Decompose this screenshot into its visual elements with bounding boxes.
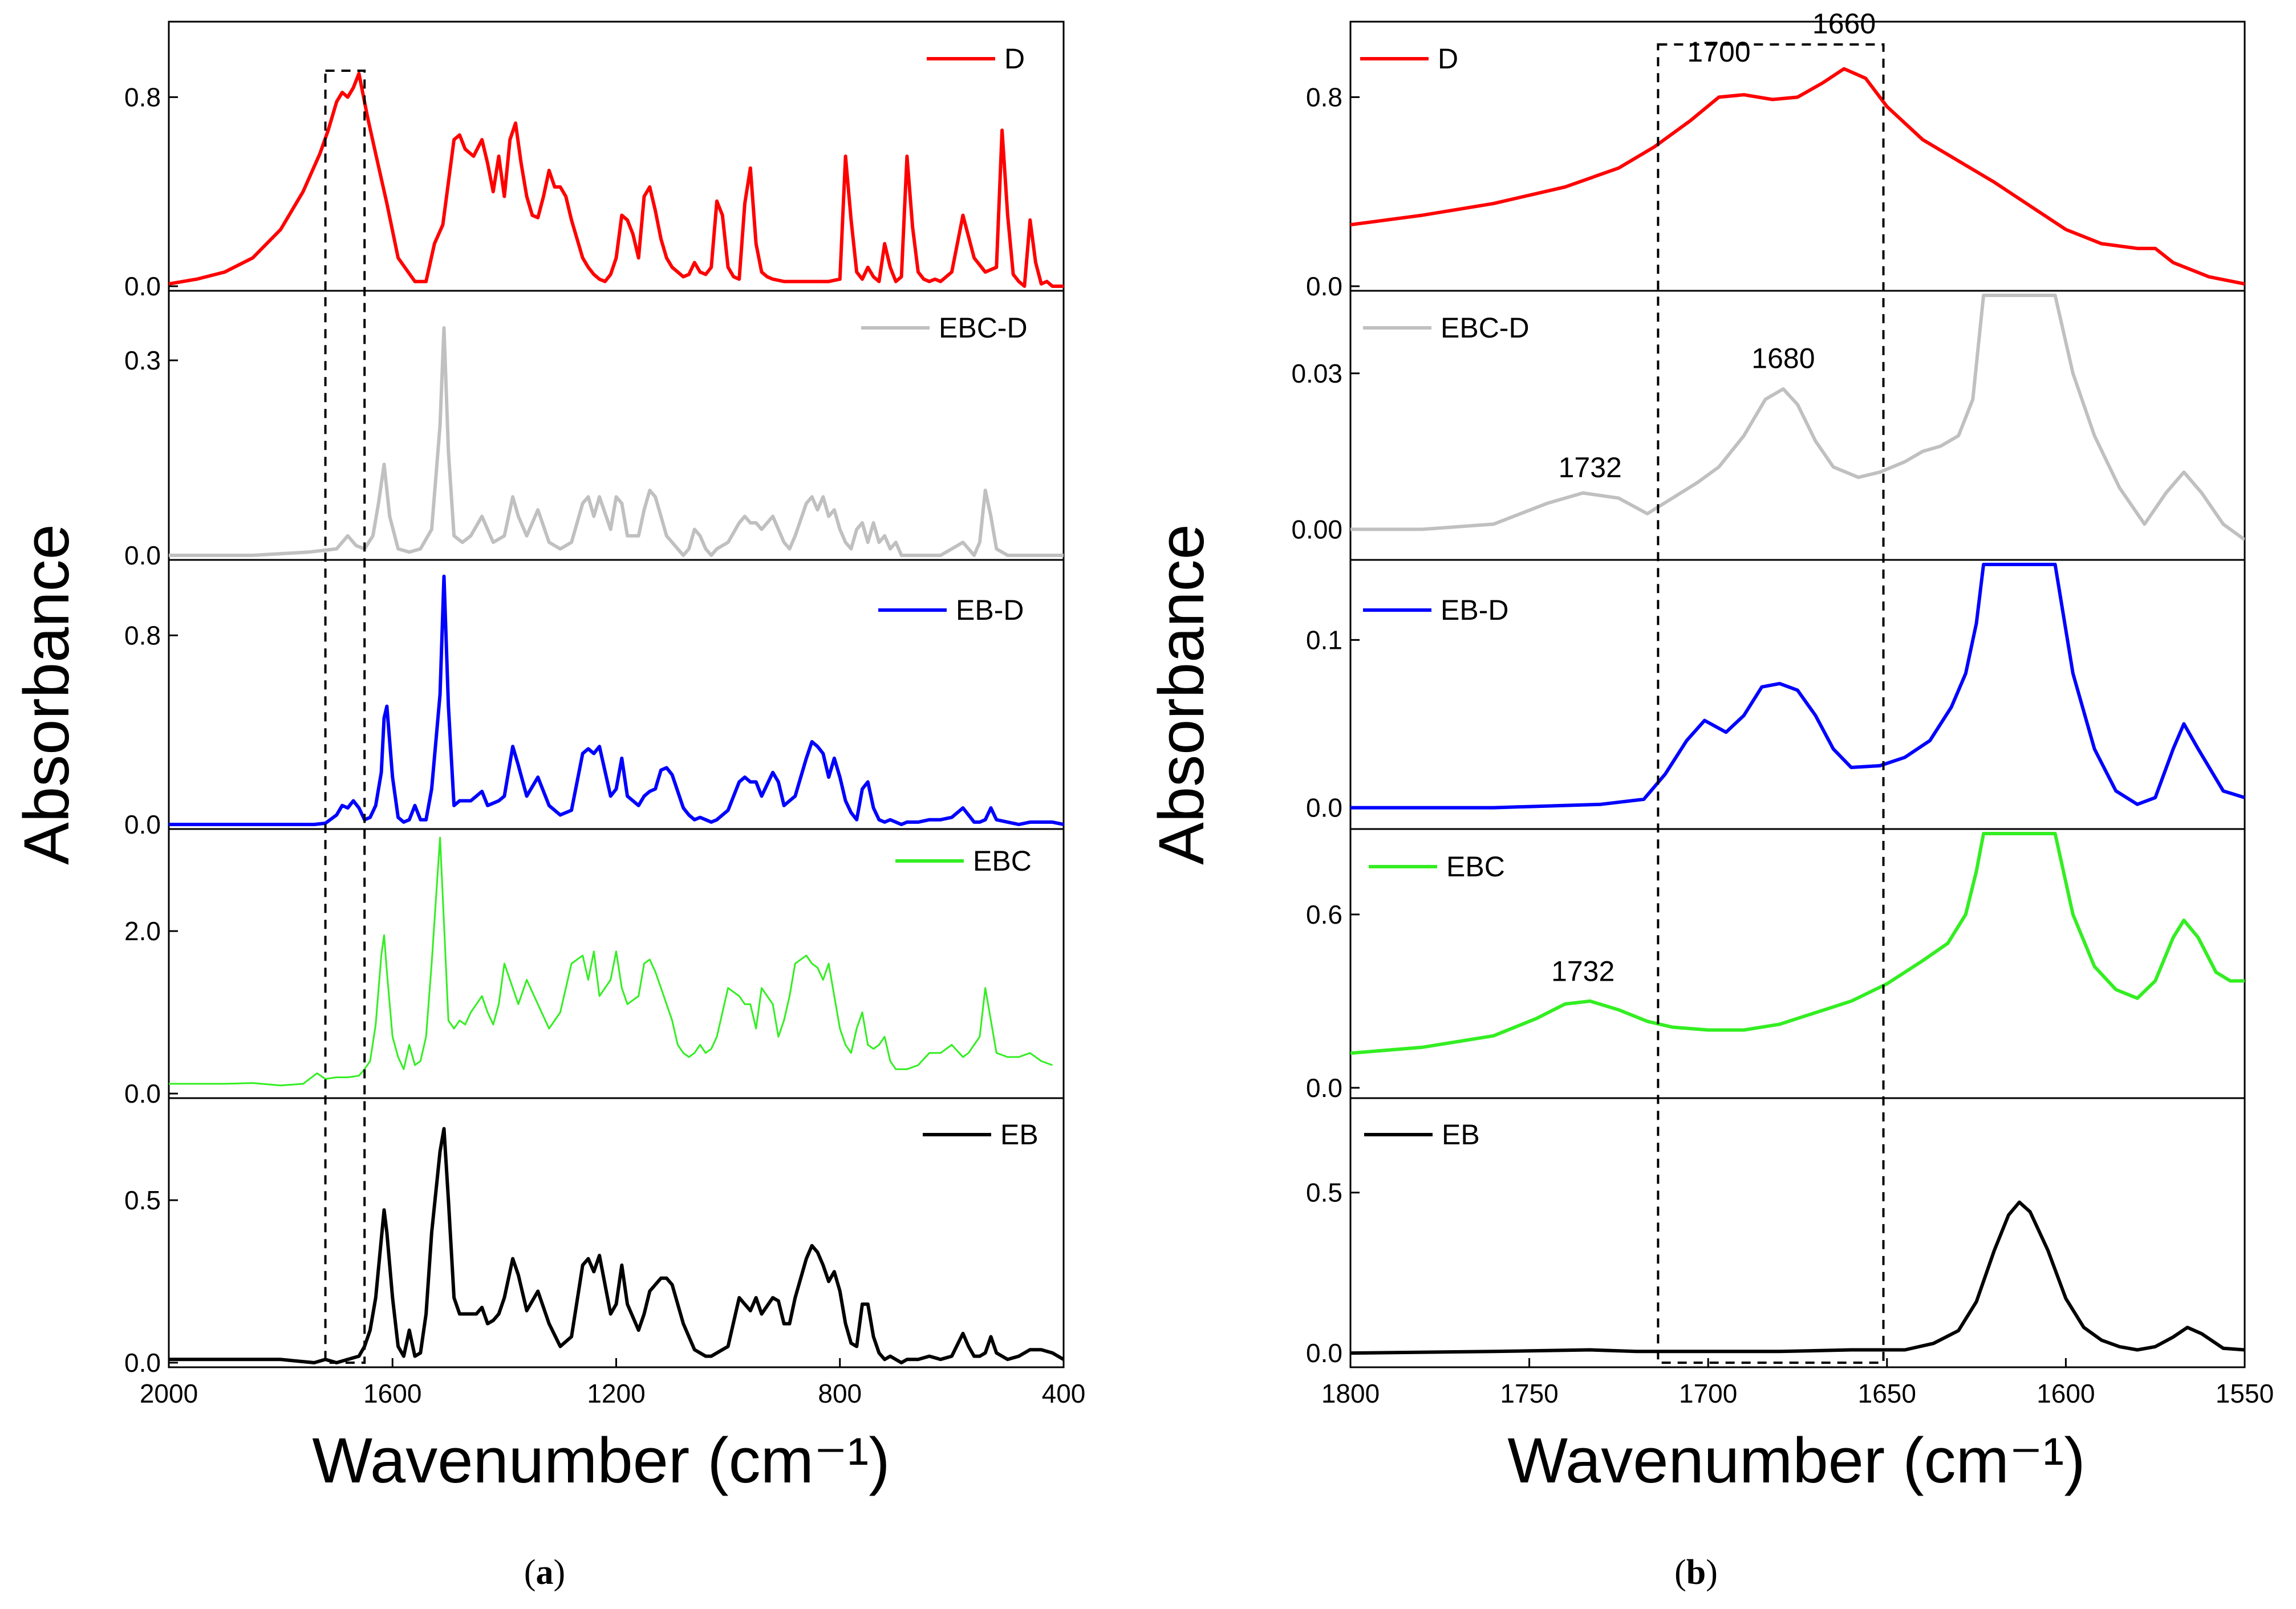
- x-tick-label: 1650: [1858, 1379, 1916, 1408]
- caption-a: (a): [524, 1553, 565, 1592]
- y-tick-label: 0.03: [1291, 359, 1342, 388]
- peak-annotation: 1660: [1812, 7, 1876, 39]
- legend-label: EBC-D: [939, 312, 1028, 344]
- panel-ebc: 0.0 0.6 EBC 1732: [1306, 828, 2246, 1103]
- series-line-eb: [169, 1127, 1064, 1364]
- panel-eb-d: 0.0 0.8 EB-D: [124, 559, 1065, 839]
- legend-label: D: [1004, 43, 1025, 75]
- y-tick-label: 0.00: [1291, 514, 1342, 544]
- y-axis-title: Absorbance: [11, 524, 82, 865]
- panel-d: 0.0 0.8 D: [124, 21, 1065, 301]
- panel-frame: [168, 290, 1065, 561]
- y-tick-label: 0.0: [1306, 1338, 1342, 1368]
- y-tick-label: 0.8: [124, 82, 161, 112]
- legend-label: EB-D: [1441, 594, 1508, 626]
- legend-label: D: [1438, 43, 1458, 75]
- y-tick-label: 0.5: [124, 1185, 161, 1215]
- y-tick-label: 0.3: [124, 346, 161, 375]
- caption-b: (b): [1674, 1553, 1718, 1592]
- y-tick-label: 0.5: [1306, 1178, 1342, 1208]
- x-tick-label: 2000: [140, 1379, 198, 1408]
- x-tick-label: 1550: [2216, 1379, 2274, 1408]
- series-line-d: [1350, 67, 2245, 286]
- peak-annotation: 1700: [1687, 36, 1750, 68]
- panel-eb: 0.0 0.5 EB: [1306, 1097, 2246, 1368]
- peak-annotation: 1680: [1751, 343, 1815, 375]
- y-tick-label: 0.0: [1306, 793, 1342, 823]
- y-tick-label: 0.0: [124, 810, 161, 839]
- y-tick-label: 0.0: [124, 271, 161, 301]
- x-axis-title: Wavenumber (cm⁻¹): [1507, 1425, 2085, 1496]
- y-tick-label: 0.0: [124, 1348, 161, 1378]
- legend-label: EB: [1442, 1119, 1480, 1151]
- panel-frame: [1349, 1097, 2246, 1368]
- series-line-d: [169, 71, 1064, 288]
- panel-frame: [168, 828, 1065, 1099]
- y-tick-label: 0.0: [1306, 271, 1342, 301]
- series-line-ebc-d: [1350, 294, 2245, 542]
- panel-ebc: 0.0 2.0 EBC: [124, 828, 1065, 1108]
- panel-frame: [1349, 21, 2246, 292]
- x-tick-label: 400: [1042, 1379, 1086, 1408]
- y-tick-label: 0.0: [124, 541, 161, 570]
- y-tick-label: 0.8: [124, 620, 161, 650]
- legend-label: EB-D: [956, 594, 1024, 626]
- chart-b: 0.00.8D 170016600.000.03EBC-D173216800.00…: [1146, 7, 2274, 1496]
- chart-a: 0.00.8D0.00.3EBC-D0.00.8EB-D0.02.0EBC0.0…: [11, 21, 1086, 1496]
- panel-frame: [168, 1097, 1065, 1368]
- y-tick-label: 0.0: [124, 1079, 161, 1108]
- peak-annotation: 1732: [1551, 955, 1614, 987]
- legend-label: EBC: [973, 845, 1032, 877]
- series-line-ebc: [1350, 832, 2245, 1055]
- y-tick-label: 2.0: [124, 916, 161, 946]
- y-axis-title: Absorbance: [1146, 524, 1217, 865]
- x-tick-label: 1600: [363, 1379, 421, 1408]
- x-axis-title: Wavenumber (cm⁻¹): [312, 1425, 890, 1496]
- peak-annotation: 1732: [1559, 452, 1622, 483]
- x-tick-label: 800: [818, 1379, 862, 1408]
- x-tick-label: 1800: [1321, 1379, 1380, 1408]
- y-tick-label: 0.6: [1306, 900, 1342, 929]
- panel-ebc-d: 0.0 0.3 EBC-D: [124, 290, 1065, 570]
- panel-ebc-d: 0.00 0.03 EBC-D 1732 1680: [1291, 290, 2246, 561]
- y-tick-label: 0.0: [1306, 1073, 1342, 1103]
- highlight-dashed-box: [324, 70, 366, 1364]
- x-tick-label: 1600: [2037, 1379, 2095, 1408]
- x-tick-label: 1750: [1500, 1379, 1558, 1408]
- legend-label: EBC-D: [1441, 312, 1530, 344]
- series-line-ebc: [169, 836, 1053, 1087]
- y-tick-label: 0.8: [1306, 82, 1342, 112]
- x-tick-label: 1700: [1679, 1379, 1737, 1408]
- series-line-eb-d: [1350, 563, 2245, 810]
- series-line-eb-d: [169, 574, 1064, 826]
- x-tick-label: 1200: [587, 1379, 645, 1408]
- legend-label: EB: [1000, 1119, 1039, 1151]
- panel-eb: 0.0 0.5 EB: [124, 1097, 1065, 1378]
- panel-d: 0.0 0.8 D 1700 1660: [1306, 7, 2246, 301]
- series-line-ebc-d: [169, 326, 1064, 557]
- y-tick-label: 0.1: [1306, 625, 1342, 655]
- highlight-dashed-box: [1657, 43, 1885, 1364]
- series-line-eb: [1350, 1200, 2245, 1355]
- legend-label: EBC: [1446, 851, 1505, 883]
- panel-eb-d: 0.0 0.1 EB-D: [1306, 559, 2246, 830]
